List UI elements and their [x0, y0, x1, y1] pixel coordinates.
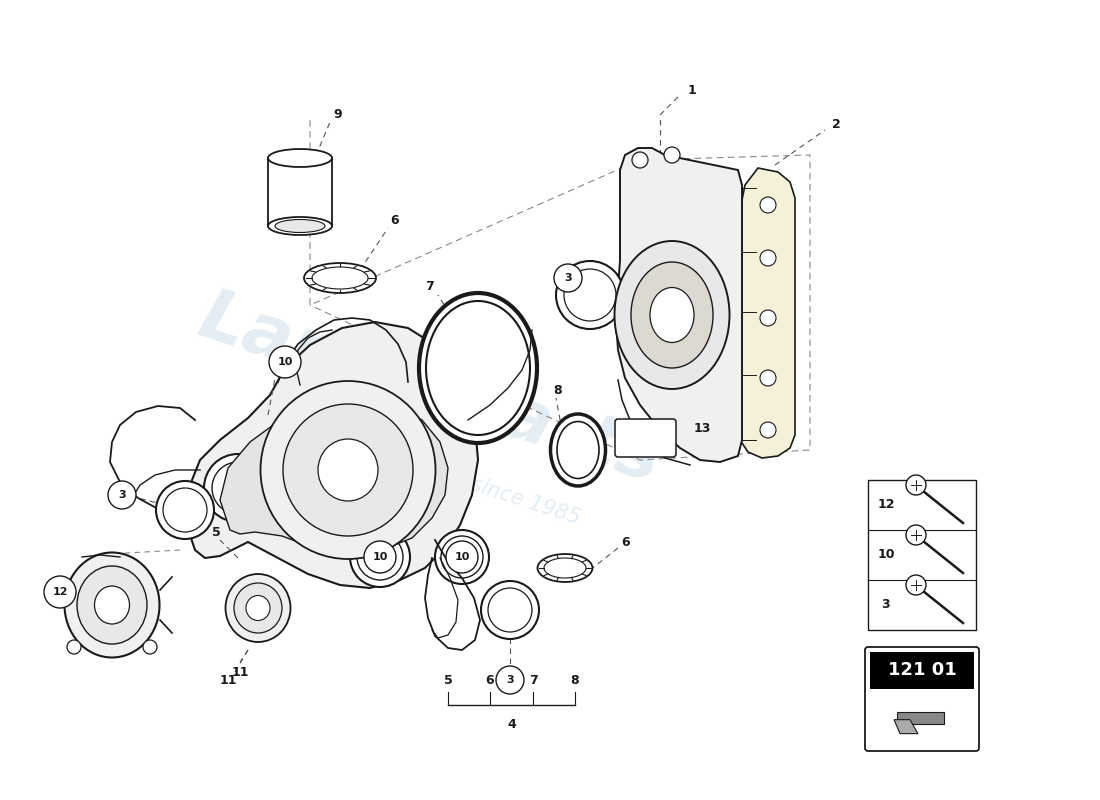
Ellipse shape	[426, 301, 530, 435]
Circle shape	[364, 541, 396, 573]
Ellipse shape	[312, 267, 368, 289]
Ellipse shape	[212, 462, 264, 514]
Circle shape	[496, 666, 524, 694]
Circle shape	[760, 310, 775, 326]
FancyBboxPatch shape	[865, 647, 979, 751]
Circle shape	[446, 541, 478, 573]
Circle shape	[760, 250, 775, 266]
Text: 3: 3	[564, 273, 572, 283]
Ellipse shape	[631, 262, 713, 368]
Text: 6: 6	[486, 674, 494, 686]
Ellipse shape	[358, 534, 403, 580]
Text: 8: 8	[553, 383, 562, 397]
Text: 4: 4	[507, 718, 516, 731]
Text: 7: 7	[529, 674, 538, 686]
Ellipse shape	[234, 583, 282, 633]
Text: 12: 12	[53, 587, 68, 597]
Circle shape	[554, 264, 582, 292]
Text: a passion for parts since 1985: a passion for parts since 1985	[277, 412, 583, 528]
Text: 11: 11	[219, 674, 236, 686]
Polygon shape	[220, 400, 448, 554]
Text: 2: 2	[832, 118, 840, 131]
Text: 13: 13	[693, 422, 711, 434]
Text: 5: 5	[211, 526, 220, 538]
Ellipse shape	[441, 536, 483, 578]
Circle shape	[270, 346, 301, 378]
Ellipse shape	[65, 553, 160, 658]
Circle shape	[906, 575, 926, 595]
Ellipse shape	[261, 381, 436, 559]
Text: 6: 6	[390, 214, 399, 226]
Polygon shape	[896, 712, 944, 724]
Text: 12: 12	[878, 498, 894, 511]
Text: 121 01: 121 01	[888, 661, 956, 678]
Ellipse shape	[95, 586, 130, 624]
Bar	[268, 158, 332, 226]
Circle shape	[108, 481, 136, 509]
Polygon shape	[740, 168, 795, 458]
Polygon shape	[894, 720, 918, 734]
FancyBboxPatch shape	[615, 419, 676, 457]
Bar	[870, 652, 974, 690]
Ellipse shape	[538, 554, 593, 582]
Ellipse shape	[350, 527, 410, 587]
Circle shape	[67, 640, 81, 654]
Circle shape	[760, 197, 775, 213]
Ellipse shape	[226, 574, 290, 642]
Text: 10: 10	[277, 357, 293, 367]
Ellipse shape	[275, 219, 324, 233]
Text: 11: 11	[231, 666, 249, 678]
Text: 10: 10	[878, 549, 894, 562]
Circle shape	[760, 422, 775, 438]
Ellipse shape	[481, 581, 539, 639]
Ellipse shape	[318, 439, 378, 501]
Polygon shape	[616, 148, 743, 462]
Circle shape	[906, 525, 926, 545]
Circle shape	[760, 370, 775, 386]
Ellipse shape	[556, 261, 624, 329]
Polygon shape	[185, 322, 478, 588]
Text: 10: 10	[454, 552, 470, 562]
Text: 3: 3	[882, 598, 890, 611]
Bar	[868, 480, 976, 630]
Ellipse shape	[544, 558, 586, 578]
Ellipse shape	[283, 404, 412, 536]
Text: 8: 8	[571, 674, 580, 686]
Text: 9: 9	[333, 109, 342, 122]
Ellipse shape	[488, 588, 532, 632]
Circle shape	[143, 640, 157, 654]
Circle shape	[632, 152, 648, 168]
Circle shape	[664, 147, 680, 163]
Ellipse shape	[163, 488, 207, 532]
Text: 3: 3	[506, 675, 514, 685]
Ellipse shape	[615, 241, 729, 389]
Ellipse shape	[77, 566, 147, 644]
Ellipse shape	[268, 149, 332, 167]
Text: 3: 3	[118, 490, 125, 500]
Ellipse shape	[268, 217, 332, 235]
Ellipse shape	[156, 481, 214, 539]
Ellipse shape	[204, 454, 272, 522]
Ellipse shape	[419, 293, 537, 443]
Text: 7: 7	[426, 281, 434, 294]
Text: 6: 6	[621, 535, 630, 549]
Ellipse shape	[550, 414, 605, 486]
Ellipse shape	[434, 530, 490, 584]
Ellipse shape	[246, 595, 270, 621]
Text: 5: 5	[443, 674, 452, 686]
Ellipse shape	[557, 422, 600, 478]
Text: LamboParts: LamboParts	[190, 282, 670, 498]
Ellipse shape	[650, 287, 694, 342]
Text: 1: 1	[688, 83, 696, 97]
Circle shape	[906, 475, 926, 495]
Ellipse shape	[304, 263, 376, 293]
Ellipse shape	[564, 269, 616, 321]
Circle shape	[44, 576, 76, 608]
Text: 10: 10	[372, 552, 387, 562]
